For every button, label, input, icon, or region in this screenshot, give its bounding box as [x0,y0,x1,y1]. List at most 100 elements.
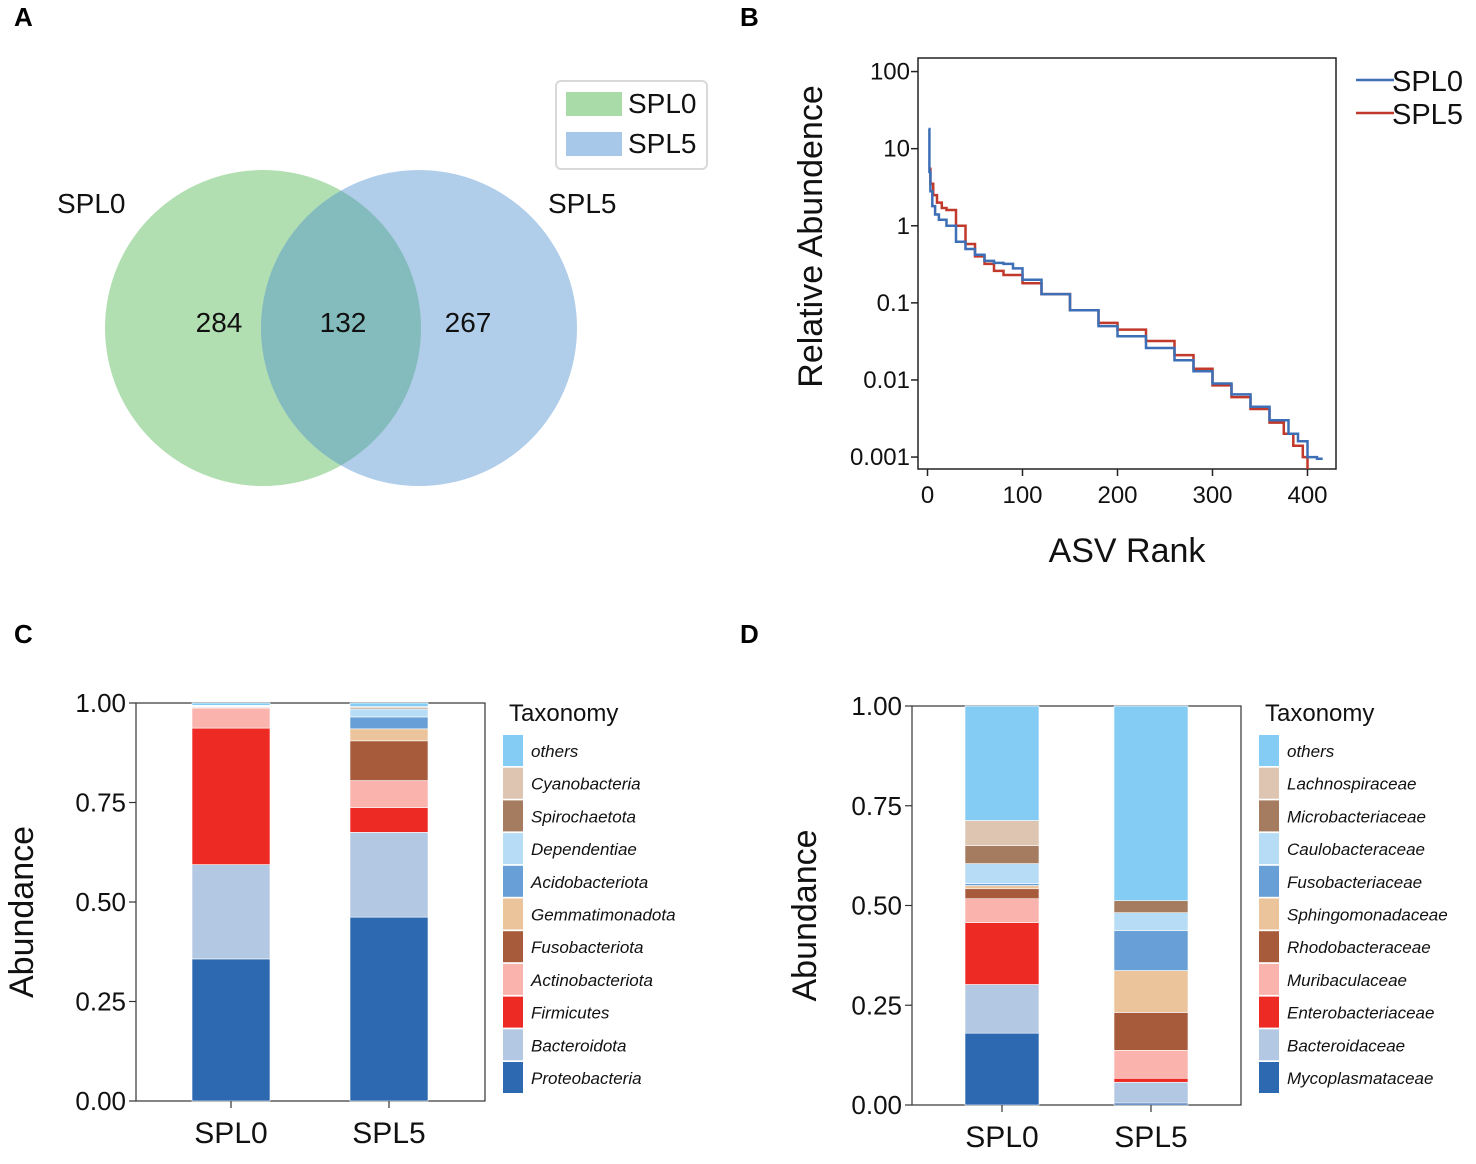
family-stacked-bar-chart: 0.00 0.25 0.50 0.75 1.00 SPL0 SPL5 Abundance Tax… [786,691,1448,1154]
legend-swatch-fusobacteriota [503,931,523,963]
legend-label-fusobacteriaceae: Fusobacteriaceae [1287,873,1422,892]
legend-title: Taxonomy [1265,700,1374,727]
bar-segment-spl5-bacteroidota [349,832,429,918]
venn-count-spl5-only: 267 [445,307,492,338]
bar-segment-spl0-firmicutes [191,727,271,865]
venn-legend-label-spl5: SPL5 [628,128,697,159]
bar-segment-spl5-others [1113,705,1189,902]
bar-segment-spl5-fusobacteriota [349,740,429,781]
y-tick-label: 0.50 [851,891,902,921]
legend-label-dependentiae: Dependentiae [531,840,637,859]
x-tick-label: 100 [1002,482,1042,509]
y-tick-label: 0.25 [851,990,902,1020]
legend-swatch-dependentiae [503,833,523,865]
legend-label-enterobacteriaceae: Enterobacteriaceae [1287,1004,1434,1023]
plot-frame [135,702,486,1102]
legend-label-gemmatimonadota: Gemmatimonadota [531,906,676,925]
legend-label-mycoplasmataceae: Mycoplasmataceae [1287,1069,1433,1088]
y-tick-label: 0.75 [851,791,902,821]
x-tick-label: SPL0 [965,1121,1038,1154]
panel-label-d: D [740,619,759,649]
legend-swatch-bacteroidaceae [1259,1029,1279,1061]
y-tick-label: 0.001 [850,444,910,471]
legend-swatch-rhodobacteraceae [1259,931,1279,963]
venn-count-intersection: 132 [320,307,367,338]
venn-legend-label-spl0: SPL0 [628,88,697,119]
venn-overlap [261,190,421,466]
legend-swatch-firmicutes [503,996,523,1028]
phylum-stacked-bar-chart: 0.00 0.25 0.50 0.75 1.00 SPL0 SPL5 Abundance Tax… [3,688,676,1150]
legend-swatch-proteobacteria [503,1062,523,1093]
y-tick-label: 0.25 [75,987,126,1017]
legend-label-spl5: SPL5 [1392,99,1463,131]
series-line-spl0 [928,127,1323,461]
legend-label-muribaculaceae: Muribaculaceae [1287,971,1407,990]
y-tick-label: 0.1 [877,290,910,317]
x-tick-label: 0 [921,482,934,509]
bar-segment-spl0-enterobacteriaceae [964,922,1040,985]
legend-label-others: others [1287,742,1335,761]
series-line-spl5 [928,167,1309,469]
x-tick-label: 300 [1192,482,1232,509]
bar-segment-spl0-muribaculaceae [964,898,1040,923]
x-axis-title: ASV Rank [1049,532,1207,570]
venn-set-label-spl5: SPL5 [548,188,617,219]
legend-label-cyanobacteria: Cyanobacteria [531,775,641,794]
bar-segment-spl5-others [349,702,429,707]
legend-swatch-others [1259,735,1279,766]
panel-label-a: A [14,2,33,32]
bar-segment-spl0-microbacteriaceae [964,845,1040,864]
bar-segment-spl5-actinobacteriota [349,780,429,808]
y-tick-label: 1 [897,213,910,240]
bar-segment-spl5-muribaculaceae [1113,1050,1189,1079]
bar-segment-spl5-fusobacteriaceae [1113,930,1189,971]
bar-segment-spl5-bacteroidaceae [1113,1081,1189,1104]
legend-swatch-enterobacteriaceae [1259,996,1279,1028]
y-tick-label: 1.00 [75,688,126,718]
bar-segment-spl5-caulobacteraceae [1113,912,1189,931]
legend-swatch-fusobacteriaceae [1259,865,1279,897]
legend-swatch-bacteroidota [503,1029,523,1061]
plot-frame-b [917,57,1337,470]
panel-label-b: B [740,2,759,32]
y-tick-label: 0.75 [75,788,126,818]
venn-legend-swatch-spl0 [566,92,622,116]
bar-segment-spl5-sphingomonadaceae [1113,970,1189,1013]
legend-title: Taxonomy [509,700,618,727]
y-tick-label: 0.01 [863,367,910,394]
bar-segment-spl5-acidobacteriota [349,716,429,730]
legend-label-bacteroidaceae: Bacteroidaceae [1287,1036,1405,1055]
bar-segment-spl0-sphingomonadaceae [964,885,1040,890]
bar-segment-spl0-bacteroidota [191,864,271,960]
venn-legend-swatch-spl5 [566,132,622,156]
x-tick-label: SPL0 [194,1117,267,1150]
plot-frame [911,705,1242,1106]
bar-segment-spl0-actinobacteriota [191,707,271,729]
bar-segment-spl0-bacteroidaceae [964,984,1040,1034]
bar-segment-spl5-microbacteriaceae [1113,900,1189,913]
legend-label-spl0: SPL0 [1392,66,1463,98]
legend-label-fusobacteriota: Fusobacteriota [531,938,643,957]
legend-label-acidobacteriota: Acidobacteriota [530,873,648,892]
bar-segment-spl5-rhodobacteraceae [1113,1012,1189,1051]
venn-set-label-spl0: SPL0 [57,188,126,219]
legend-label-rhodobacteraceae: Rhodobacteraceae [1287,938,1431,957]
legend-swatch-sphingomonadaceae [1259,898,1279,930]
bar-segment-spl0-caulobacteraceae [964,863,1040,884]
y-tick-label: 100 [870,59,910,86]
rank-abundance-chart: 100 10 1 0.1 0.01 0.001 0 100 200 300 400 ASV Rank R… [792,57,1463,570]
x-tick-label: SPL5 [1114,1121,1187,1154]
bar-segment-spl5-proteobacteria [349,916,429,1102]
y-tick-label: 10 [883,136,910,163]
legend-swatch-acidobacteriota [503,865,523,897]
legend-label-lachnospiraceae: Lachnospiraceae [1287,775,1416,794]
bar-segment-spl5-dependentiae [349,708,429,718]
bar-segment-spl5-enterobacteriaceae [1113,1077,1189,1083]
venn-diagram: SPL0 SPL5 284 132 267 SPL0 SPL5 [57,80,708,486]
legend-label-proteobacteria: Proteobacteria [531,1069,642,1088]
bar-segment-spl0-others [191,702,271,706]
bar-segment-spl0-proteobacteria [191,958,271,1102]
bar-segment-spl0-lachnospiraceae [964,820,1040,846]
bar-segment-spl5-gemmatimonadota [349,728,429,742]
